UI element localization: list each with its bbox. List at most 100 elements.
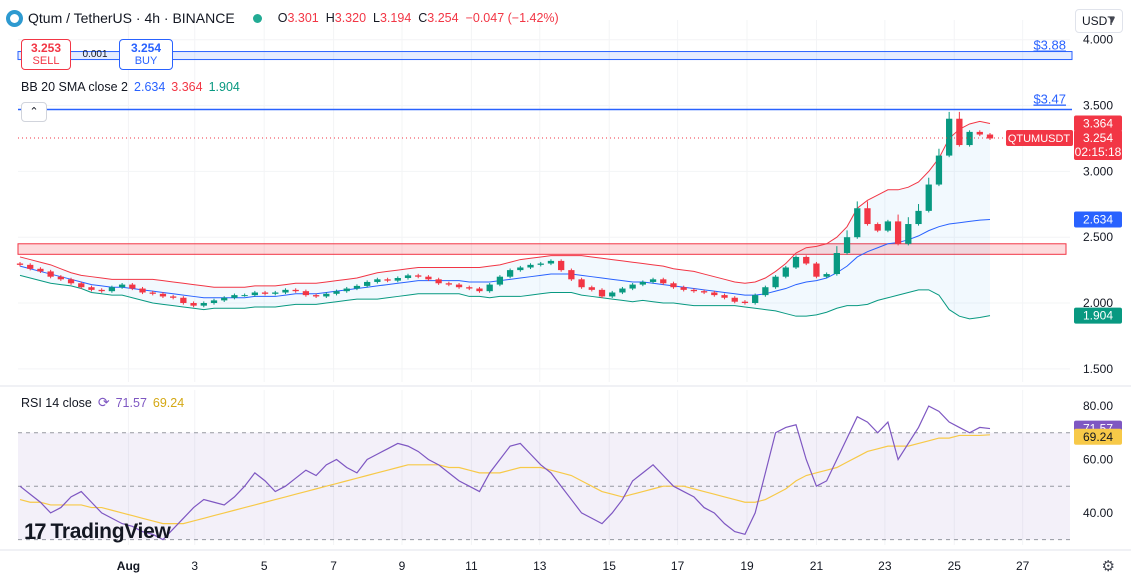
gear-icon[interactable]: ⚙ <box>1101 558 1115 575</box>
symbol-header[interactable]: Qtum / TetherUS · 4h · BINANCE O3.301 H3… <box>6 8 559 28</box>
candle-body <box>772 276 779 288</box>
price-tick-label: 4.000 <box>1083 33 1113 47</box>
bb-basis-value: 2.634 <box>134 80 166 94</box>
candle-body <box>578 279 585 288</box>
candle-body <box>700 291 708 293</box>
axis-price-tag-text: 3.364 <box>1083 116 1113 130</box>
candle-body <box>782 267 789 277</box>
symbol-tag <box>1006 129 1073 146</box>
candle-body <box>27 264 34 269</box>
ohlc-change: −0.047 (−1.42%) <box>465 11 559 25</box>
bb-legend[interactable]: BB 20 SMA close 2 2.634 3.364 1.904 <box>21 80 240 94</box>
bb-lower-line <box>19 274 991 320</box>
axis-price-tag <box>1074 129 1122 160</box>
candle-body <box>323 293 330 297</box>
candle-body <box>721 295 728 298</box>
rsi-tick-label: 60.00 <box>1083 452 1113 466</box>
time-tick-label: 13 <box>533 559 547 573</box>
rsi-ma-line <box>19 434 991 525</box>
price-pane[interactable]: $3.88 $3.47 QTUMUSDT <box>0 20 1131 387</box>
rsi-label: RSI 14 close <box>21 395 92 410</box>
tradingview-logo-icon: 17 <box>24 519 47 544</box>
candle-body <box>874 224 881 231</box>
candle-body <box>88 287 95 290</box>
candle-body <box>404 275 412 279</box>
market-status-icon[interactable] <box>252 13 262 23</box>
candle-body <box>466 287 473 289</box>
time-tick-label: 9 <box>399 559 406 573</box>
candle-body <box>762 287 769 296</box>
price-tick-label: 2.500 <box>1083 230 1113 244</box>
candle-body <box>302 291 310 296</box>
rsi-value: 71.57 <box>115 395 147 410</box>
time-tick-label: 23 <box>878 559 892 573</box>
candle-body <box>527 264 534 268</box>
time-tick-label: 27 <box>1016 559 1030 573</box>
currency-select[interactable]: USDT ▼ <box>1075 9 1123 33</box>
candle-body <box>711 292 718 296</box>
candle-body <box>506 270 514 277</box>
candle-body <box>976 131 983 135</box>
candle-body <box>353 285 361 289</box>
collapse-indicators-button[interactable]: ⌃ <box>21 102 47 122</box>
sell-button[interactable]: 3.253 SELL <box>21 39 71 70</box>
candle-body <box>37 268 44 272</box>
chevron-up-icon: ⌃ <box>29 106 39 118</box>
axis-price-tag-text: 1.904 <box>1083 309 1113 323</box>
candle-body <box>639 281 646 285</box>
time-tick-label: Aug <box>117 559 140 573</box>
candle-body <box>884 221 892 231</box>
currency-value: USDT <box>1082 14 1115 28</box>
candle-body <box>670 283 677 288</box>
candle-body <box>925 184 932 211</box>
candle-body <box>118 284 126 288</box>
candle-body <box>629 284 636 289</box>
watermark-text: TradingView <box>50 520 171 543</box>
candle-body <box>312 295 320 297</box>
candle-body <box>741 301 749 304</box>
candle-body <box>833 252 840 275</box>
candle-body <box>200 303 207 306</box>
candle-body <box>455 284 463 288</box>
ohlc-values: O3.301 H3.320 L3.194 C3.254 −0.047 (−1.4… <box>278 11 559 25</box>
candle-body <box>16 263 24 265</box>
candle-body <box>415 275 422 277</box>
candle-body <box>364 281 371 286</box>
candle-body <box>558 260 565 271</box>
rsi-pane[interactable] <box>18 390 1070 545</box>
time-axis[interactable]: Aug 3 5 7 9 11 13 15 17 19 21 23 25 27 <box>0 549 1131 573</box>
rsi-legend[interactable]: RSI 14 close ⟳ 71.57 69.24 <box>21 394 184 411</box>
candle-body <box>159 293 167 297</box>
candle-body <box>598 289 606 297</box>
candle-body <box>690 289 698 292</box>
price-axis[interactable]: 1.500 2.000 2.500 3.000 3.500 4.000 3.3643.254… <box>1074 33 1122 520</box>
candle-body <box>210 300 218 304</box>
candle-body <box>935 155 943 185</box>
candle-body <box>282 289 289 293</box>
candle-body <box>47 271 54 277</box>
axis-price-tag-text: 69.24 <box>1083 430 1113 444</box>
candle-body <box>660 279 667 284</box>
time-tick-label: 19 <box>740 559 754 573</box>
symbol-title[interactable]: Qtum / TetherUS · 4h · BINANCE <box>28 10 235 26</box>
bb-upper-line <box>19 120 991 288</box>
candle-body <box>894 221 902 244</box>
candle-body <box>272 292 279 294</box>
spread-value: 0.001 <box>82 49 108 60</box>
candle-body <box>752 295 759 304</box>
time-tick-label: 11 <box>465 559 478 573</box>
time-tick-label: 15 <box>603 559 617 573</box>
candle-body <box>486 284 493 292</box>
resistance-label: $3.47 <box>1033 92 1066 107</box>
candle-body <box>333 291 340 294</box>
ohlc-high: H3.320 <box>325 11 367 25</box>
buy-button[interactable]: 3.254 BUY <box>119 39 173 70</box>
candle-body <box>956 118 963 146</box>
symbol-tag-text: QTUMUSDT <box>1008 133 1071 145</box>
candle-body <box>170 296 177 298</box>
axis-price-tag <box>1074 428 1122 445</box>
ohlc-open: O3.301 <box>277 11 319 25</box>
candle-body <box>98 289 105 292</box>
resistance-label: $3.88 <box>1033 38 1066 53</box>
